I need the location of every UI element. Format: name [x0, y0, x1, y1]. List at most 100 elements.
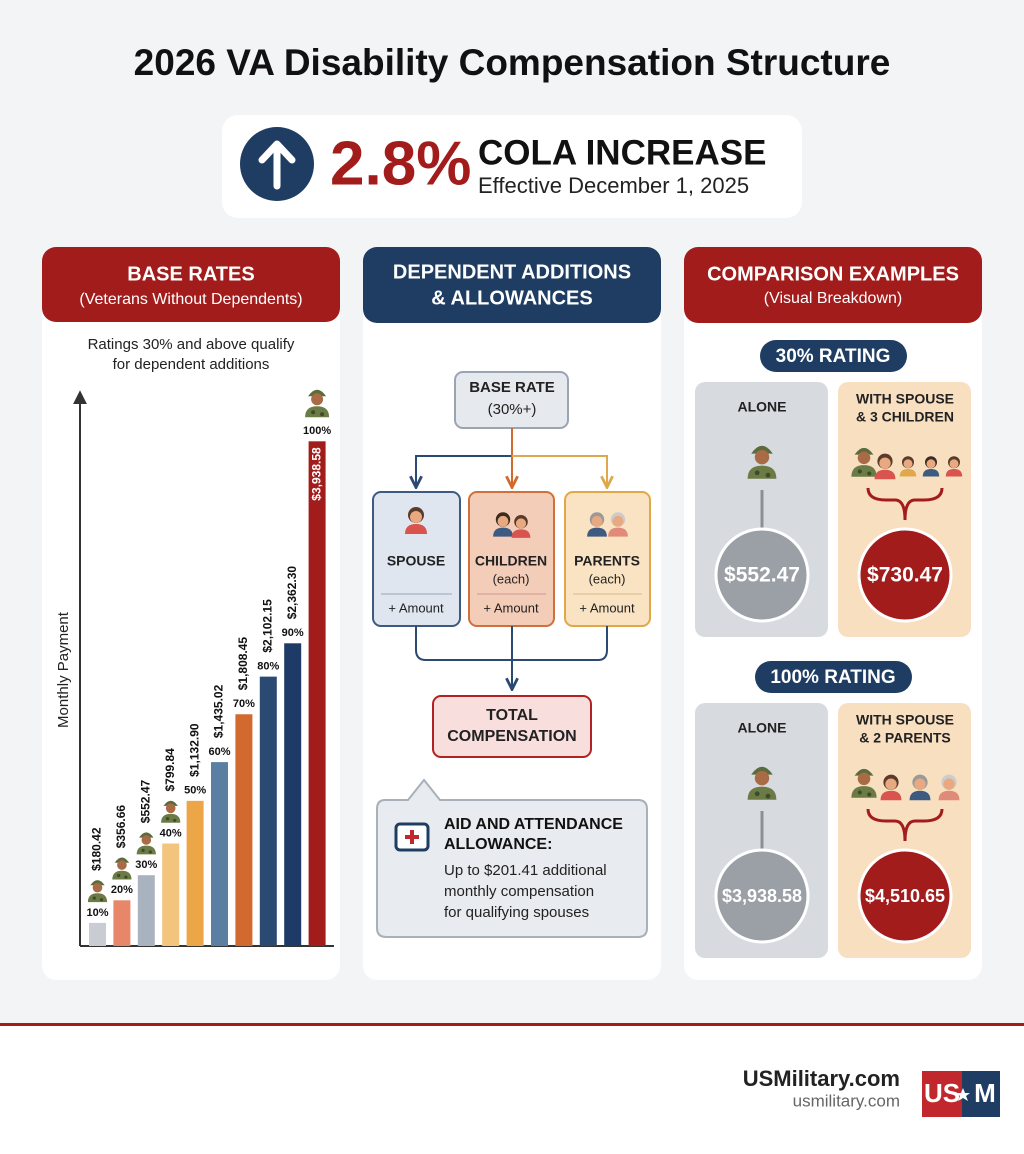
rating-pill [755, 661, 912, 693]
face [754, 771, 770, 786]
face [591, 515, 603, 527]
cola-heading: COLA INCREASE [478, 133, 766, 172]
person-icon [922, 456, 940, 477]
connector [866, 808, 944, 842]
x-tick-label: 50% [184, 785, 206, 797]
med-cross [405, 830, 419, 844]
body [899, 469, 917, 477]
camo [765, 472, 771, 478]
aid-text: monthly compensation [444, 883, 594, 900]
body [608, 527, 628, 537]
body [511, 529, 531, 538]
x-tick-label: 100% [303, 425, 331, 437]
y-axis-label: Monthly Payment [55, 611, 72, 728]
bar [113, 900, 131, 946]
person-icon [405, 507, 427, 534]
face [914, 778, 926, 790]
alone-label: ALONE [738, 720, 787, 736]
body [945, 469, 963, 477]
bar [308, 441, 326, 946]
x-tick-label: 90% [282, 627, 304, 639]
value-label: $1,435.02 [212, 684, 226, 738]
dependent-label: PARENTS [574, 553, 640, 569]
helmet [139, 832, 154, 838]
panel-header [684, 247, 982, 323]
with-circle [857, 848, 953, 944]
cola-value: 2.8% [330, 129, 471, 198]
with-label: & 2 PARENTS [859, 730, 951, 746]
camo [173, 818, 177, 822]
camo [148, 850, 152, 854]
total-label: TOTAL [486, 707, 538, 724]
camo [117, 873, 121, 878]
dependent-label: CHILDREN [475, 553, 547, 569]
body [874, 469, 896, 480]
helmet [114, 857, 130, 863]
helmet [90, 880, 105, 886]
face [857, 772, 871, 786]
panel-title: DEPENDENT ADDITIONS [393, 261, 631, 283]
flow-arrow [512, 455, 607, 486]
face [410, 511, 422, 523]
camo [754, 791, 760, 797]
camo [311, 410, 316, 415]
face [879, 457, 891, 469]
face [857, 451, 871, 465]
face [926, 459, 936, 469]
person-icon [608, 512, 628, 537]
with-circle [857, 527, 953, 623]
with-value: $730.47 [867, 564, 943, 587]
person-icon [511, 514, 531, 538]
person-icon [945, 456, 963, 477]
body [493, 527, 513, 537]
bar [235, 714, 253, 946]
chart-annotation: for dependent additions [113, 356, 270, 373]
helmet [751, 445, 773, 454]
dependent-sub: (each) [493, 571, 530, 586]
value-label: $552.47 [138, 780, 152, 824]
x-tick-label: 70% [233, 698, 255, 710]
total-box [432, 695, 592, 758]
aid-callout [376, 778, 648, 938]
face [754, 450, 770, 465]
camo [141, 848, 145, 853]
value-label: $799.84 [163, 748, 177, 792]
footer-url: usmilitary.com [793, 1091, 900, 1110]
bar [186, 800, 204, 946]
person-icon [899, 456, 917, 477]
person-icon [493, 512, 513, 537]
cola-subtitle: Effective December 1, 2025 [478, 173, 749, 198]
with-label: WITH SPOUSE [856, 391, 954, 407]
logo-text: M [974, 1078, 996, 1108]
panel-header [42, 247, 340, 322]
with-value: $4,510.65 [865, 886, 945, 906]
camo [765, 793, 771, 799]
soldier-icon [136, 832, 156, 855]
bar [211, 762, 228, 946]
helmet [854, 447, 874, 455]
rating-label: 100% RATING [770, 667, 895, 688]
aid-text: Up to $201.41 additional [444, 862, 607, 879]
value-label: $1,132.90 [187, 723, 201, 777]
face [903, 459, 913, 469]
panel-header [363, 247, 661, 323]
camo [124, 875, 128, 879]
x-tick-label: 10% [86, 907, 108, 919]
person-icon [880, 774, 902, 801]
body [922, 469, 940, 477]
value-label: $180.42 [90, 827, 104, 871]
face [117, 860, 127, 870]
face [612, 515, 624, 527]
soldier-icon [161, 800, 181, 823]
with-label: WITH SPOUSE [856, 712, 954, 728]
body [880, 790, 902, 801]
panel-title: BASE RATES [127, 263, 254, 285]
footer-rule [0, 1023, 1024, 1026]
helmet [308, 389, 327, 397]
chart-annotation: Ratings 30% and above qualify [88, 336, 295, 353]
value-label: $3,938.58 [309, 447, 323, 501]
value-label: $356.66 [114, 805, 128, 849]
face [943, 778, 955, 790]
bar [284, 643, 302, 946]
footer-bg [0, 1025, 1024, 1154]
